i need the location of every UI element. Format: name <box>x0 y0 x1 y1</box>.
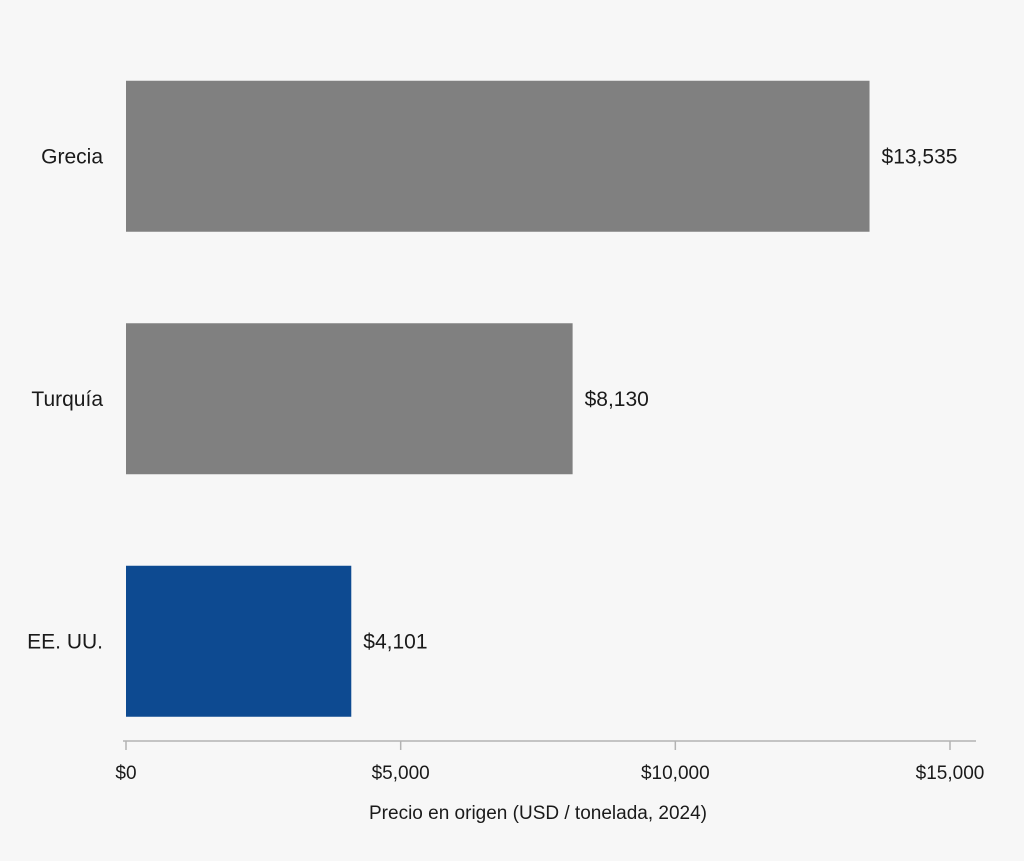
value-labels-group: $13,535 $8,130 $4,101 <box>363 145 957 653</box>
category-label: EE. UU. <box>27 630 103 653</box>
value-label: $13,535 <box>882 145 958 168</box>
bar-ee-uu <box>126 565 352 717</box>
category-label: Turquía <box>31 388 103 411</box>
bar-grecia <box>126 80 870 232</box>
x-tick-label: $10,000 <box>641 763 710 784</box>
category-labels-group: Grecia Turquía EE. UU. <box>27 145 103 653</box>
x-axis-title: Precio en origen (USD / tonelada, 2024) <box>369 803 707 824</box>
bars-group <box>126 80 870 717</box>
x-tick-label: $15,000 <box>916 763 985 784</box>
category-label: Grecia <box>41 145 103 168</box>
x-tick-label: $5,000 <box>372 763 430 784</box>
bar-turqu-a <box>126 323 573 475</box>
value-label: $8,130 <box>585 388 649 411</box>
x-axis-ticks: $0 $5,000 $10,000 $15,000 <box>115 741 984 784</box>
x-tick-label: $0 <box>115 763 136 784</box>
value-label: $4,101 <box>363 630 427 653</box>
x-axis: $0 $5,000 $10,000 $15,000 <box>115 740 984 784</box>
